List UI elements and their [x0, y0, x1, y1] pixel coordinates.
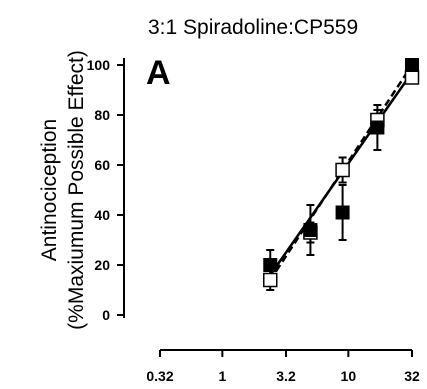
open-square-point	[263, 272, 278, 288]
fit-line-series-2	[269, 64, 414, 281]
filled-square-point	[370, 120, 385, 135]
filled-square-point	[405, 58, 419, 72]
panel-label: A	[146, 54, 171, 92]
y-tick-label: 60	[94, 157, 110, 173]
y-tick-label: 100	[87, 57, 111, 73]
data-points	[263, 58, 420, 288]
open-square-point	[404, 70, 420, 85]
y-ticks: 0 20 40 60 80 100	[87, 57, 124, 323]
y-tick-label: 80	[94, 107, 110, 123]
filled-square-point	[303, 223, 318, 237]
x-tick-label: 3.2	[276, 368, 296, 384]
y-tick-label: 40	[94, 207, 110, 223]
x-tick-label: 1	[218, 368, 226, 384]
x-tick-label: 32	[404, 368, 420, 384]
y-axis-label-line1: Antinociception	[38, 119, 61, 261]
y-axis-label-line2: (%Maxiumum Possible Effect)	[65, 50, 88, 330]
open-square-point	[335, 162, 350, 178]
y-tick-label: 0	[102, 307, 110, 323]
x-ticks: 0.32 1 3.2 10 32	[146, 350, 420, 384]
x-tick-label: 10	[341, 368, 357, 384]
y-tick-label: 20	[94, 257, 110, 273]
x-tick-label: 0.32	[146, 368, 173, 384]
filled-square-point	[335, 205, 350, 220]
chart-title: 3:1 Spiradoline:CP559	[148, 16, 358, 39]
filled-square-point	[263, 258, 278, 272]
